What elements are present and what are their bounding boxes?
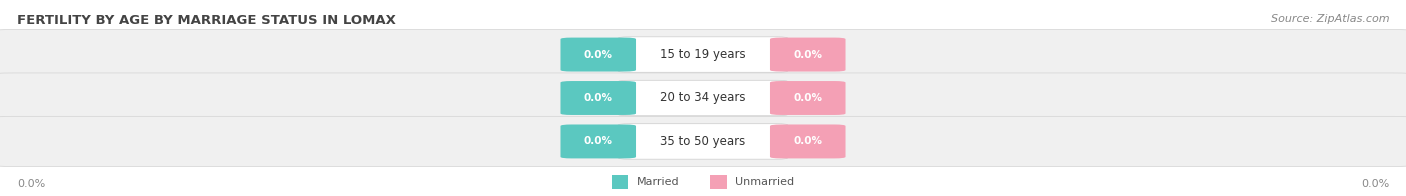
Text: 35 to 50 years: 35 to 50 years [661, 135, 745, 148]
Text: FERTILITY BY AGE BY MARRIAGE STATUS IN LOMAX: FERTILITY BY AGE BY MARRIAGE STATUS IN L… [17, 14, 395, 27]
FancyBboxPatch shape [561, 38, 636, 72]
Text: Source: ZipAtlas.com: Source: ZipAtlas.com [1271, 14, 1389, 24]
Text: 0.0%: 0.0% [793, 136, 823, 146]
Text: 0.0%: 0.0% [583, 136, 613, 146]
FancyBboxPatch shape [770, 81, 845, 115]
Text: 0.0%: 0.0% [793, 50, 823, 60]
FancyBboxPatch shape [710, 175, 727, 189]
FancyBboxPatch shape [0, 30, 1406, 80]
FancyBboxPatch shape [0, 73, 1406, 123]
FancyBboxPatch shape [0, 116, 1406, 166]
FancyBboxPatch shape [770, 124, 845, 158]
Text: 15 to 19 years: 15 to 19 years [661, 48, 745, 61]
FancyBboxPatch shape [619, 37, 787, 72]
Text: Unmarried: Unmarried [735, 177, 794, 187]
FancyBboxPatch shape [561, 124, 636, 158]
FancyBboxPatch shape [619, 124, 787, 159]
FancyBboxPatch shape [561, 81, 636, 115]
Text: 20 to 34 years: 20 to 34 years [661, 92, 745, 104]
Text: 0.0%: 0.0% [583, 50, 613, 60]
Text: Married: Married [637, 177, 679, 187]
Text: 0.0%: 0.0% [583, 93, 613, 103]
Text: 0.0%: 0.0% [793, 93, 823, 103]
FancyBboxPatch shape [619, 80, 787, 116]
Text: 0.0%: 0.0% [1361, 179, 1389, 189]
Text: 0.0%: 0.0% [17, 179, 45, 189]
FancyBboxPatch shape [612, 175, 628, 189]
FancyBboxPatch shape [770, 38, 845, 72]
